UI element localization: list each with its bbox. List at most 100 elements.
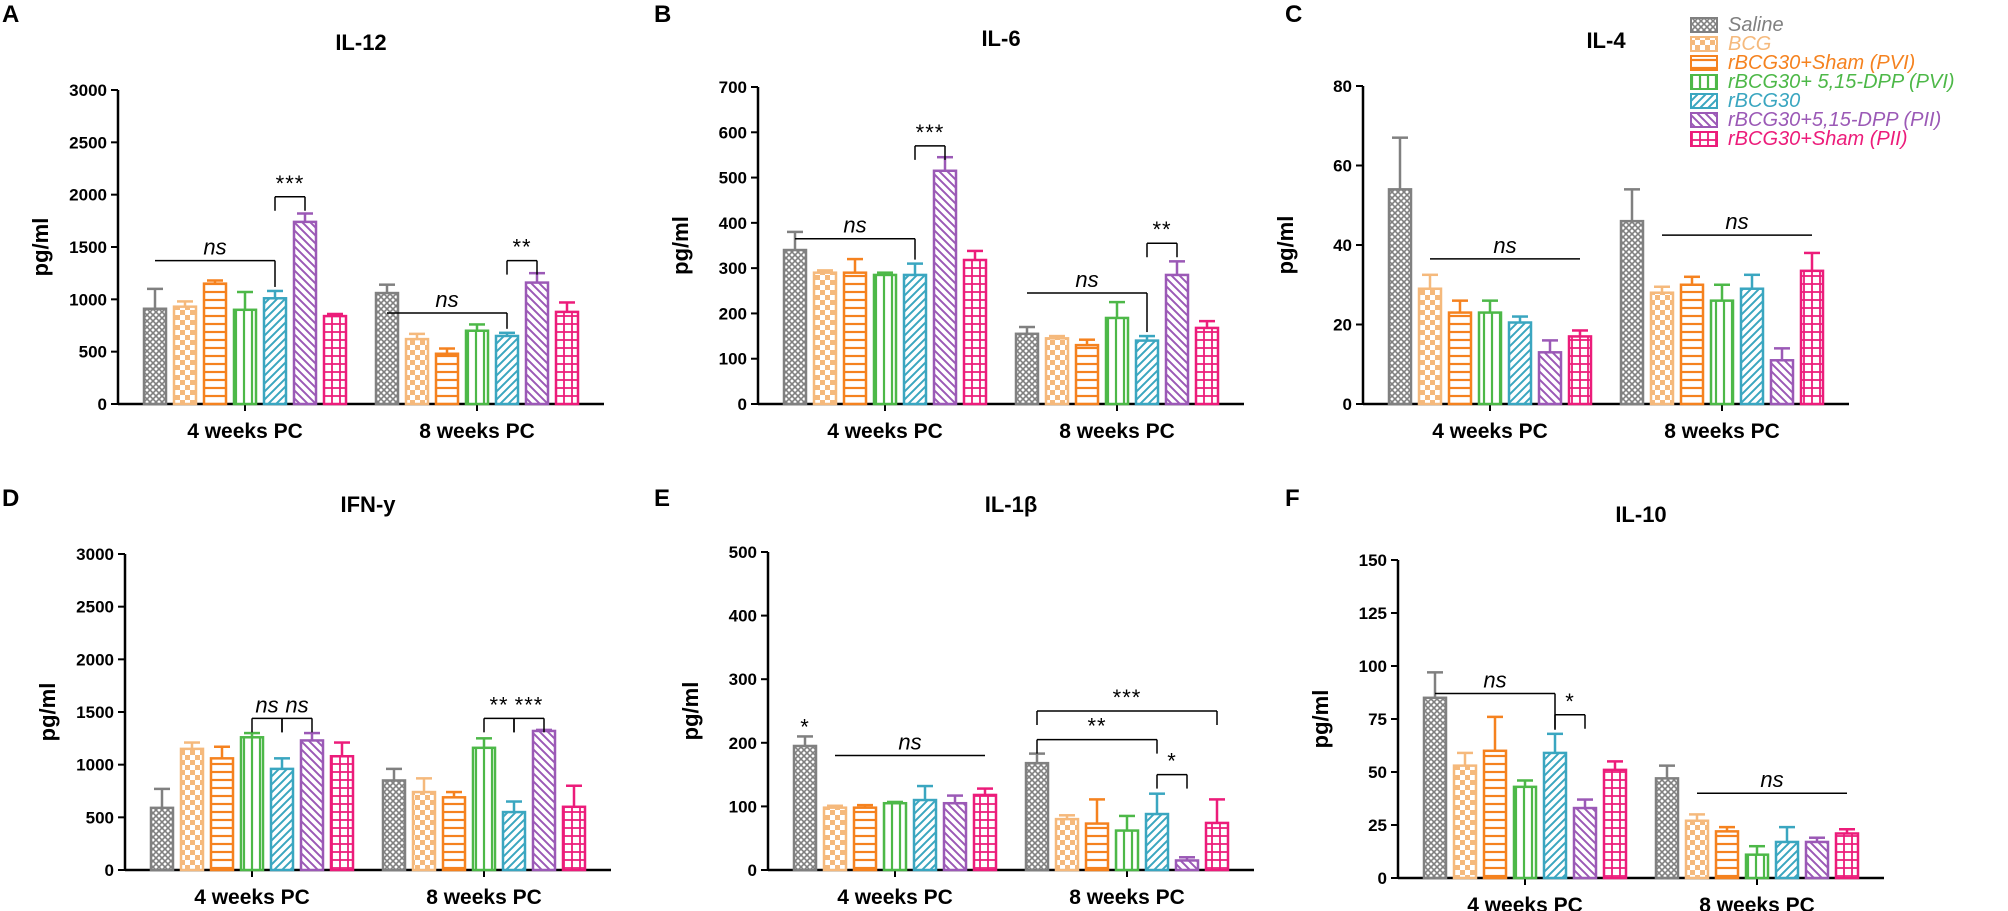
- significance-label: ns: [203, 235, 226, 260]
- y-tick-label: 700: [719, 78, 747, 97]
- bar: [932, 169, 958, 406]
- bar: [1619, 219, 1645, 406]
- panel-f: F IL-10 pg/ml 0 25 50 75 100 125 150 4 weeks PC 8 w…: [1285, 485, 1884, 911]
- panel-d: D IFN-y pg/ml 0 500 1000 1500 2000 2500 3000 4 wee…: [2, 485, 611, 909]
- chart-title: IL-4: [1586, 28, 1626, 53]
- legend-label: Saline: [1728, 14, 1784, 36]
- panel-b: B IL-6 pg/ml 0 100 200 300 400 500 600 700 4 weeks …: [654, 1, 1244, 443]
- panel-a: A IL-12 pg/ml 0 500 1000 1500 2000 2500 3000 4 wee…: [2, 1, 604, 443]
- bar: [501, 810, 527, 872]
- bar: [322, 314, 348, 406]
- bar: [1774, 840, 1800, 880]
- bar: [1174, 859, 1200, 872]
- bar: [1104, 316, 1130, 406]
- y-tick-label: 2000: [76, 650, 114, 669]
- legend-swatch: [1690, 36, 1718, 52]
- x-category-label: 4 weeks PC: [1432, 420, 1548, 443]
- x-category-label: 8 weeks PC: [426, 886, 542, 909]
- y-tick-label: 500: [719, 169, 747, 188]
- panel-letter: D: [2, 485, 19, 512]
- chart-title: IL-1β: [985, 492, 1038, 517]
- bar: [912, 798, 938, 872]
- y-tick-label: 20: [1333, 316, 1352, 335]
- significance-label: ns: [1760, 767, 1783, 792]
- bar: [872, 273, 898, 406]
- bar: [1572, 806, 1598, 880]
- y-tick-label: 200: [729, 734, 757, 753]
- bar: [1387, 188, 1413, 406]
- y-tick-label: 100: [1359, 657, 1387, 676]
- chart-title: IL-6: [981, 26, 1020, 51]
- y-axis-label: pg/ml: [668, 216, 693, 275]
- bar: [209, 757, 235, 872]
- bar: [812, 271, 838, 406]
- y-tick-label: 3000: [76, 545, 114, 564]
- y-tick-label: 500: [729, 543, 757, 562]
- legend-label: rBCG30: [1728, 90, 1800, 112]
- x-category-label: 8 weeks PC: [1664, 420, 1780, 443]
- bar: [441, 796, 467, 872]
- y-axis-label: pg/ml: [35, 683, 60, 742]
- bar: [404, 337, 430, 406]
- x-category-label: 8 weeks PC: [1699, 894, 1815, 911]
- panel-letter: B: [654, 1, 671, 28]
- bar: [1799, 269, 1825, 406]
- y-tick-label: 2000: [69, 186, 107, 205]
- bar: [1542, 751, 1568, 880]
- y-tick-label: 0: [748, 861, 757, 880]
- significance-label: ns: [1075, 267, 1098, 292]
- bar: [1537, 351, 1563, 406]
- significance-label: ns: [255, 692, 278, 717]
- y-tick-label: 0: [98, 395, 107, 414]
- bar: [269, 767, 295, 872]
- significance-label: ***: [1113, 685, 1142, 710]
- bar: [1422, 696, 1448, 880]
- significance-label: **: [489, 692, 508, 717]
- y-tick-label: 2500: [76, 598, 114, 617]
- significance-label: ***: [916, 120, 945, 145]
- significance-label: ***: [515, 692, 544, 717]
- bar: [882, 801, 908, 872]
- y-tick-label: 400: [729, 607, 757, 626]
- y-tick-label: 300: [729, 670, 757, 689]
- bar: [329, 754, 355, 872]
- bar: [1194, 326, 1220, 406]
- y-tick-label: 25: [1368, 816, 1387, 835]
- bar: [554, 310, 580, 406]
- bar: [782, 248, 808, 406]
- y-tick-label: 0: [738, 395, 747, 414]
- significance-label: **: [1152, 217, 1171, 242]
- bar: [822, 806, 848, 872]
- panel-e: E IL-1β pg/ml 0 100 200 300 400 500 4 weeks PC 8 w…: [654, 485, 1254, 909]
- x-category-label: 4 weeks PC: [194, 886, 310, 909]
- y-tick-label: 1000: [76, 756, 114, 775]
- bar: [1684, 819, 1710, 880]
- significance-label: **: [512, 235, 531, 260]
- bar: [1654, 777, 1680, 880]
- bar: [434, 352, 460, 406]
- panel-letter: F: [1285, 485, 1300, 512]
- x-category-label: 8 weeks PC: [1059, 420, 1175, 443]
- significance-label: **: [1087, 714, 1106, 739]
- bar: [1602, 768, 1628, 880]
- significance-label: ns: [435, 287, 458, 312]
- bar: [1447, 311, 1473, 406]
- y-tick-label: 500: [79, 343, 107, 362]
- legend-swatch: [1690, 131, 1718, 147]
- x-category-label: 8 weeks PC: [1069, 886, 1185, 909]
- bar: [1804, 840, 1830, 880]
- y-tick-label: 2500: [69, 133, 107, 152]
- y-tick-label: 40: [1333, 236, 1352, 255]
- bar: [374, 291, 400, 406]
- bar: [1452, 764, 1478, 880]
- significance-label: *: [1167, 749, 1177, 774]
- panel-c: C IL-4 pg/ml 0 20 40 60 80 4 weeks PC 8 weeks PC n…: [1273, 1, 1849, 443]
- y-tick-label: 600: [719, 123, 747, 142]
- bar: [1739, 287, 1765, 406]
- legend-label: BCG: [1728, 33, 1771, 55]
- significance-label: *: [1565, 689, 1575, 714]
- bar: [1714, 830, 1740, 880]
- panel-letter: E: [654, 485, 670, 512]
